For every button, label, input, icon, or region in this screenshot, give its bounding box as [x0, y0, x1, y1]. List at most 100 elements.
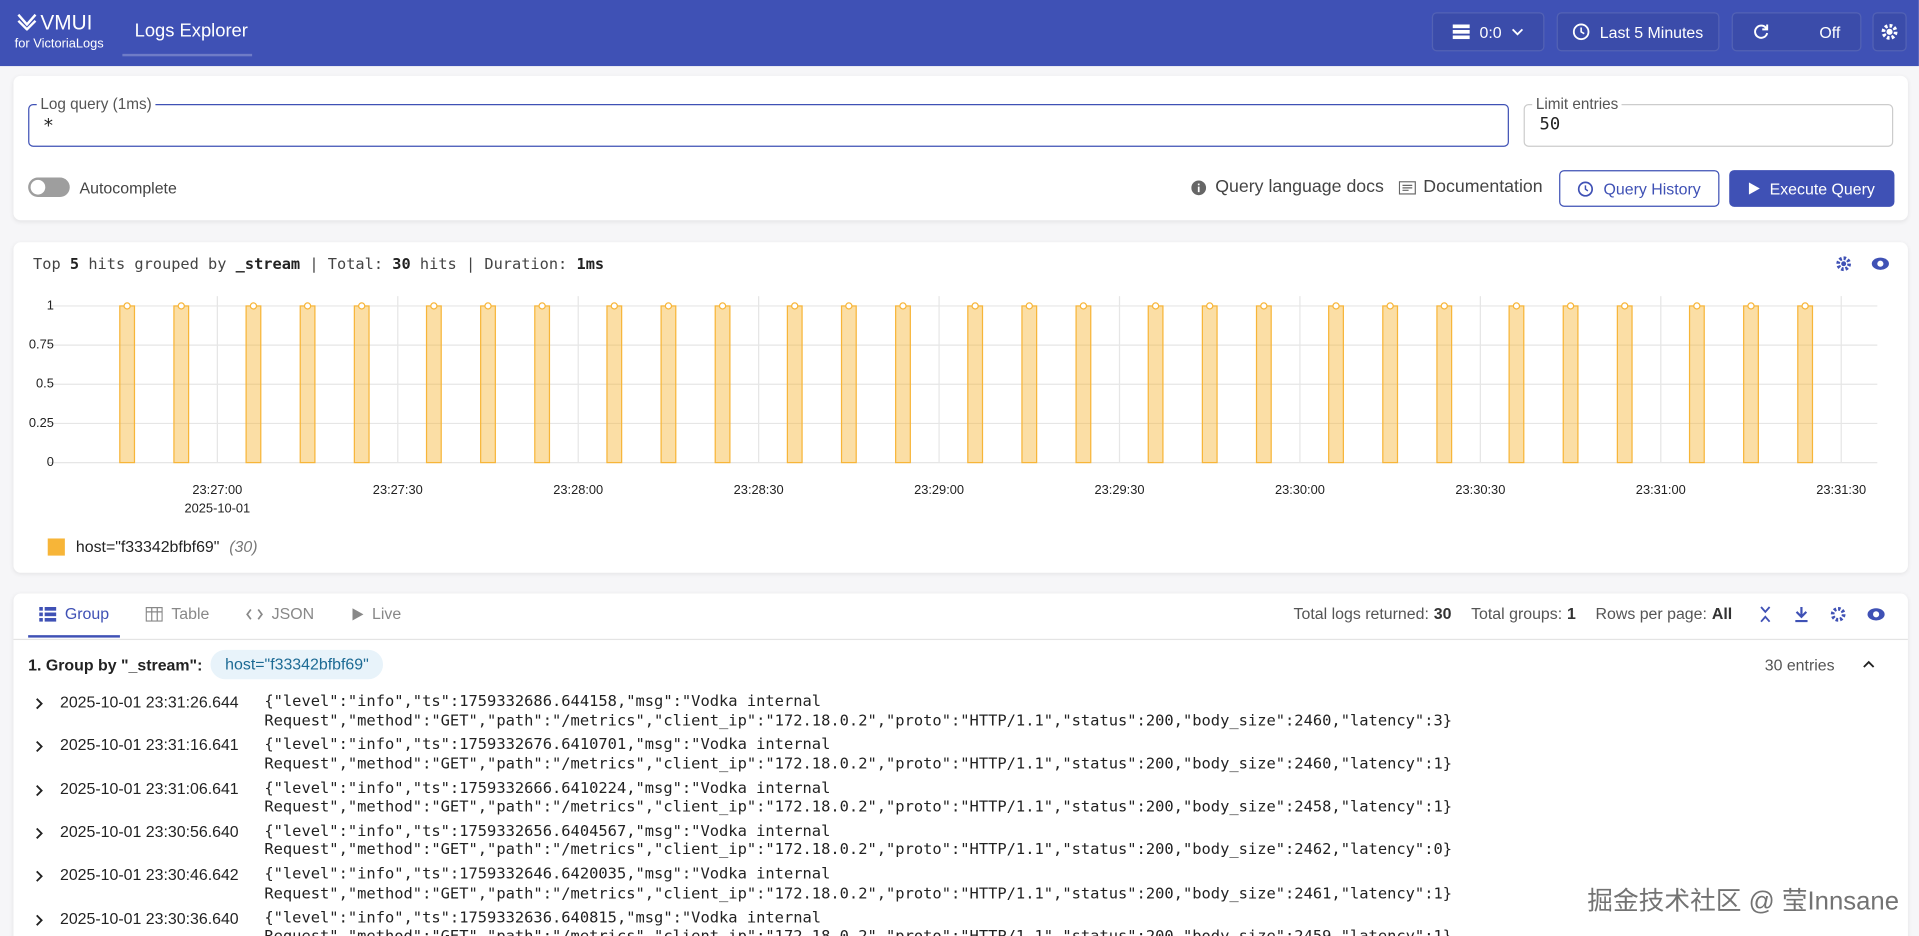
- icon: [1452, 24, 1470, 40]
- chart: 0 0.25 0.5 0.75 1 23:27:00 23:27:30 23:28:00 23:…: [29, 296, 1878, 515]
- tab-label: JSON: [271, 604, 315, 623]
- tab-icon: [246, 608, 263, 620]
- chart-panel: [13, 242, 1908, 573]
- execute-button[interactable]: Execute Query: [1729, 170, 1895, 207]
- row-expander[interactable]: [35, 867, 44, 889]
- bar: [1382, 305, 1399, 464]
- icon: [1573, 23, 1590, 41]
- bar-point: [1621, 302, 1629, 310]
- bar-point: [1440, 302, 1448, 310]
- bar: [245, 305, 262, 464]
- bar: [1255, 305, 1272, 464]
- chart-settings-icon[interactable]: [1836, 256, 1852, 272]
- history-text: Query History: [1603, 179, 1701, 198]
- stat: Total logs returned: 30: [1294, 605, 1452, 623]
- doc-icon: [1398, 181, 1416, 195]
- summary: Top 5 hits grouped by _stream | Total: 3…: [33, 255, 604, 273]
- icon: [1754, 24, 1769, 39]
- bar-point: [845, 302, 853, 310]
- legend-count: (30): [229, 537, 258, 556]
- collapse-icon[interactable]: [1863, 660, 1875, 669]
- toolbar-icons: [1760, 606, 1885, 623]
- bar: [1436, 305, 1453, 464]
- row-expander[interactable]: [35, 780, 44, 802]
- bar: [1021, 305, 1038, 464]
- info-icon: [1191, 180, 1207, 196]
- tab[interactable]: JSON: [246, 605, 314, 623]
- icon: [1512, 28, 1524, 36]
- bar-point: [1025, 302, 1033, 310]
- row-expander[interactable]: [35, 910, 44, 932]
- stat-value: 1: [1567, 604, 1576, 623]
- bar: [119, 305, 136, 464]
- row-message: {"level":"info","ts":1759332686.644158,"…: [264, 691, 1453, 729]
- y-tick-label: 0.75: [29, 337, 54, 352]
- bar-point: [1566, 302, 1575, 310]
- divider: [13, 638, 1908, 641]
- legend: host="f33342bfbf69" (30): [47, 537, 258, 556]
- bar-point: [791, 302, 799, 310]
- summary-part: hits | Duration:: [410, 254, 577, 273]
- chart-visibility-icon[interactable]: [1871, 257, 1889, 270]
- bar: [1328, 305, 1344, 464]
- tab-label: Live: [372, 604, 402, 623]
- nav-tab[interactable]: Logs Explorer: [134, 20, 248, 42]
- summary-part: hits grouped by: [79, 254, 236, 273]
- query-input[interactable]: Log query (1ms) *: [28, 95, 1509, 147]
- row-message: {"level":"info","ts":1759332656.6404567,…: [264, 821, 1453, 859]
- tab[interactable]: Group: [39, 605, 109, 623]
- bar: [1508, 305, 1525, 464]
- row-message: {"level":"info","ts":1759332666.6410224,…: [264, 777, 1453, 816]
- tab[interactable]: Table: [145, 604, 210, 623]
- history-button[interactable]: Query History: [1559, 170, 1720, 207]
- bar-point: [1332, 302, 1340, 310]
- bar: [1147, 305, 1164, 464]
- limit-input[interactable]: Limit entries 50: [1523, 95, 1894, 147]
- icon: [1578, 180, 1594, 197]
- bar-point: [899, 302, 907, 310]
- icon: [246, 608, 263, 620]
- row-expander[interactable]: [35, 694, 44, 716]
- tenant-button[interactable]: 0:0: [1431, 12, 1545, 52]
- autocomplete-label: Autocomplete: [79, 178, 177, 198]
- bar-point: [1512, 302, 1521, 310]
- tab[interactable]: Live: [352, 605, 401, 623]
- bar: [1797, 305, 1814, 464]
- legend-label: host="f33342bfbf69": [75, 537, 220, 556]
- icon: [36, 784, 43, 796]
- bar-point: [971, 302, 979, 310]
- x-tick-label: 23:27:30: [373, 482, 423, 497]
- group-count: 30 entries: [1764, 655, 1835, 675]
- nav-underline: [122, 53, 253, 57]
- row-expander[interactable]: [35, 823, 44, 845]
- execute-text: Execute Query: [1769, 179, 1875, 198]
- bar: [1201, 305, 1218, 464]
- query-value: *: [42, 115, 54, 138]
- logo-icon: [17, 13, 37, 31]
- row-time: 2025-10-01 23:31:16.641: [59, 735, 239, 755]
- bar-point: [1260, 302, 1268, 310]
- row-message: {"level":"info","ts":1759332636.640815,"…: [264, 907, 1453, 936]
- row-time: 2025-10-01 23:30:46.642: [59, 865, 239, 884]
- group-tag[interactable]: host="f33342bfbf69": [210, 649, 384, 680]
- docs-link[interactable]: Query language docs: [1215, 177, 1384, 198]
- documentation-link[interactable]: Documentation: [1423, 177, 1543, 198]
- bar-point: [1206, 302, 1214, 310]
- tab-label: Table: [171, 604, 210, 623]
- x-date-label: 2025-10-01: [185, 500, 251, 515]
- stat-label: Rows per page:: [1595, 604, 1707, 623]
- x-tick-label: 23:31:00: [1636, 482, 1686, 497]
- toggle[interactable]: [28, 177, 70, 198]
- row-expander[interactable]: [35, 737, 44, 759]
- time-button[interactable]: Last 5 Minutes: [1556, 12, 1720, 52]
- x-tick-label: 23:31:30: [1816, 482, 1866, 497]
- tenant: 0:0: [1479, 22, 1502, 41]
- tab-icon: [39, 606, 57, 622]
- tab-label: Group: [64, 604, 110, 623]
- settings-button[interactable]: [1872, 12, 1907, 52]
- refresh-button[interactable]: Off: [1731, 12, 1862, 52]
- bar: [606, 305, 623, 464]
- bar: [1616, 305, 1633, 464]
- stat-label: Total groups:: [1471, 604, 1563, 623]
